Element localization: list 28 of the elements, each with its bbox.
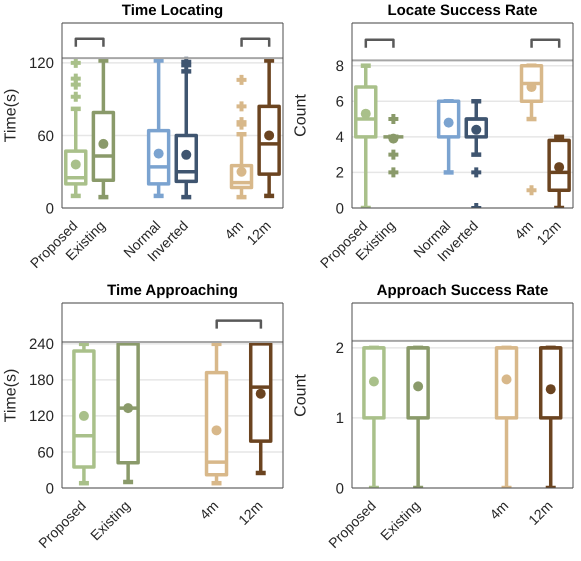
- y-tick-label: 60: [37, 444, 54, 462]
- y-tick-label: 240: [28, 336, 54, 354]
- y-tick-label: 1: [336, 410, 344, 428]
- y-tick-label: 2: [336, 164, 344, 182]
- x-tick-label: 12m: [525, 497, 556, 528]
- y-tick-label: 4: [336, 129, 344, 146]
- y-tick-label: 8: [336, 58, 344, 76]
- y-axis-title: Time(s): [2, 88, 20, 142]
- chart-title: Approach Success Rate: [376, 282, 550, 299]
- y-tick-label: 0: [46, 200, 54, 218]
- chart-title: Locate Success Rate: [386, 2, 539, 19]
- y-axis-title: Count: [292, 374, 310, 417]
- y-tick-label: 0: [336, 200, 344, 218]
- y-tick-label: 6: [336, 94, 344, 111]
- y-tick-label: 180: [28, 372, 54, 390]
- y-tick-label: 0: [46, 480, 54, 498]
- y-tick-label: 120: [28, 408, 54, 426]
- x-tick-label: 4m: [486, 497, 512, 522]
- x-tick-label: 12m: [235, 497, 266, 528]
- y-tick-label: 2: [336, 340, 344, 358]
- y-tick-label: 60: [37, 128, 54, 145]
- y-axis-title: Time(s): [2, 368, 20, 422]
- y-tick-label: 120: [28, 55, 54, 72]
- y-tick-label: 0: [336, 480, 344, 498]
- chart-title: Time Locating: [120, 2, 224, 19]
- y-axis-title: Count: [292, 94, 310, 137]
- chart-title: Time Approaching: [106, 282, 239, 299]
- x-tick-label: 4m: [196, 497, 222, 522]
